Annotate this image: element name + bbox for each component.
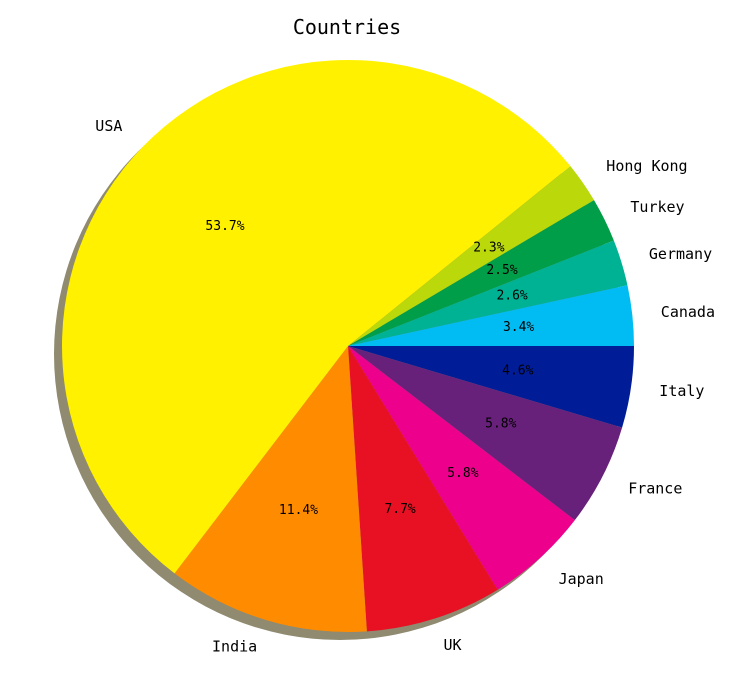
pie-slice-italy bbox=[348, 346, 634, 428]
percent-label-france: 5.8% bbox=[485, 417, 516, 432]
pie-slice-france bbox=[348, 346, 623, 521]
percent-label-uk: 7.7% bbox=[384, 502, 415, 517]
slice-label-italy: Italy bbox=[659, 382, 704, 400]
pie-slice-turkey bbox=[348, 200, 614, 346]
percent-label-canada: 3.4% bbox=[503, 320, 534, 335]
slice-label-japan: Japan bbox=[559, 570, 604, 588]
slice-label-india: India bbox=[212, 638, 257, 656]
pie-slices bbox=[62, 60, 634, 633]
percent-label-hong-kong: 2.3% bbox=[473, 241, 504, 256]
slice-label-uk: UK bbox=[444, 636, 462, 654]
percent-label-turkey: 2.5% bbox=[486, 263, 517, 278]
percent-label-italy: 4.6% bbox=[502, 363, 533, 378]
percent-label-usa: 53.7% bbox=[205, 219, 244, 234]
slice-labels: Italy France Japan UK India USA Hong Kong Turke… bbox=[95, 117, 715, 656]
percent-label-japan: 5.8% bbox=[447, 466, 478, 481]
percent-label-germany: 2.6% bbox=[496, 289, 527, 304]
slice-label-usa: USA bbox=[95, 117, 122, 135]
chart-title: Countries bbox=[293, 15, 401, 39]
slice-label-turkey: Turkey bbox=[630, 198, 684, 216]
slice-label-germany: Germany bbox=[649, 245, 712, 263]
pie-slice-germany bbox=[348, 240, 628, 346]
pie-slice-hong-kong bbox=[348, 166, 595, 346]
percent-labels: 4.6% 5.8% 5.8% 7.7% 11.4% 53.7% 2.3% 2.5% 2.6% 3.… bbox=[205, 219, 534, 518]
percent-label-india: 11.4% bbox=[279, 503, 318, 518]
pie-slice-canada bbox=[348, 285, 634, 346]
pie-slice-usa bbox=[62, 60, 571, 574]
pie-slice-japan bbox=[348, 346, 575, 590]
slice-label-hong-kong: Hong Kong bbox=[606, 157, 687, 175]
slice-label-canada: Canada bbox=[661, 303, 715, 321]
pie-slice-india bbox=[174, 346, 367, 633]
pie-slice-uk bbox=[348, 346, 498, 632]
slice-label-france: France bbox=[628, 480, 682, 498]
